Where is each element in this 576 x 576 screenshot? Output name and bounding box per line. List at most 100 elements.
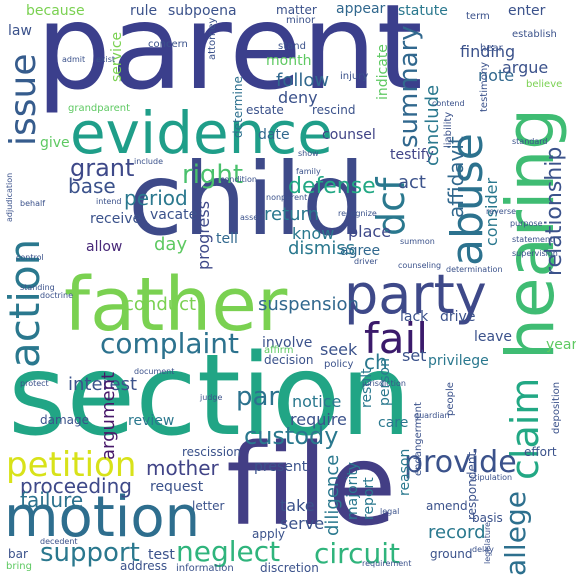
word-stipulation: stipulation xyxy=(470,473,513,482)
word-assert: assert xyxy=(240,213,265,222)
word-rescind: rescind xyxy=(312,103,356,117)
word-note: note xyxy=(478,66,515,85)
word-respondent: respondent xyxy=(465,451,479,520)
word-provide: provide xyxy=(404,445,517,480)
word-statement: statement xyxy=(512,235,554,244)
word-reason: reason xyxy=(397,448,413,496)
word-summon: summon xyxy=(400,237,435,246)
word-statute: statute xyxy=(398,3,448,19)
word-purpose: purpose xyxy=(510,219,543,228)
word-follow: follow xyxy=(276,70,330,91)
word-guardian: guardian xyxy=(414,411,450,420)
word-grant: grant xyxy=(70,154,135,182)
word-grandparent: grandparent xyxy=(68,103,131,114)
word-matter: matter xyxy=(276,3,317,17)
word-notice: notice xyxy=(292,392,342,411)
word-support: support xyxy=(40,538,140,568)
word-supervision: supervision xyxy=(512,249,558,258)
word-behalf: behalf xyxy=(20,199,46,208)
word-motion: motion xyxy=(4,485,201,550)
word-argument: argument xyxy=(98,371,119,460)
word-custody: custody xyxy=(244,422,339,450)
word-proceeding: proceeding xyxy=(20,474,132,498)
word-determine: determine xyxy=(231,76,245,138)
word-act: act xyxy=(398,172,426,193)
word-affidavit: affidavit xyxy=(444,136,468,218)
word-review: review xyxy=(128,413,175,429)
word-admit: admit xyxy=(62,55,86,64)
word-attorney: attorney xyxy=(207,17,218,60)
word-argue: argue xyxy=(502,58,549,77)
word-affirm: affirm xyxy=(264,345,294,356)
word-summary: summary xyxy=(394,25,424,148)
word-testify: testify xyxy=(390,147,434,163)
word-parent: parent xyxy=(36,0,423,116)
word-failure: failure xyxy=(20,488,84,512)
word-bar: bar xyxy=(8,547,28,561)
word-because: because xyxy=(26,3,85,19)
word-judge: judge xyxy=(200,393,223,402)
word-day: day xyxy=(154,234,188,255)
word-determination: determination xyxy=(446,265,503,274)
word-allow: allow xyxy=(86,239,123,255)
word-nonparent: nonparent xyxy=(266,193,308,202)
word-rescission: rescission xyxy=(182,445,242,459)
word-fail: fail xyxy=(364,314,428,363)
word-deny: deny xyxy=(278,88,318,107)
word-ground: ground xyxy=(430,547,473,561)
word-doctrine: doctrine xyxy=(40,291,74,300)
word-complaint: complaint xyxy=(100,327,240,360)
word-effort: effort xyxy=(524,445,557,459)
word-par: par xyxy=(236,382,280,412)
word-family: family xyxy=(296,167,321,176)
word-vacate: vacate xyxy=(150,207,198,223)
word-information: information xyxy=(176,563,234,574)
word-know: know xyxy=(292,224,335,243)
word-damage: damage xyxy=(40,413,90,427)
word-defense: defense xyxy=(288,174,376,199)
word-requirement: requirement xyxy=(362,559,412,568)
word-minor: minor xyxy=(286,15,316,26)
word-father: father xyxy=(64,262,288,348)
word-intend: intend xyxy=(96,197,122,206)
word-control: control xyxy=(16,253,44,262)
word-file: file xyxy=(226,421,397,551)
word-document: document xyxy=(134,367,175,376)
word-apply: apply xyxy=(252,527,286,541)
word-injury: injury xyxy=(340,71,369,82)
word-agree: agree xyxy=(340,243,381,259)
word-majority: majority xyxy=(345,461,361,520)
word-term: term xyxy=(466,11,490,22)
word-receive: receive xyxy=(90,211,142,227)
word-enter: enter xyxy=(508,3,546,19)
word-section: section xyxy=(8,331,412,461)
word-privilege: privilege xyxy=(428,353,489,369)
word-estate: estate xyxy=(246,103,284,117)
word-recognize: recognize xyxy=(338,209,377,218)
word-exist: exist xyxy=(96,55,116,64)
word-standing: standing xyxy=(20,283,55,292)
word-diligence: diligence xyxy=(322,454,343,536)
word-give: give xyxy=(40,135,70,151)
word-drive: drive xyxy=(440,309,476,325)
word-letter: letter xyxy=(192,499,225,513)
word-involve: involve xyxy=(262,335,313,351)
word-progress: progress xyxy=(194,200,213,270)
word-address: address xyxy=(120,559,168,573)
word-neglect: neglect xyxy=(176,535,281,568)
word-contend: contend xyxy=(432,99,465,108)
word-concern: concern xyxy=(148,39,188,50)
word-child: child xyxy=(128,141,366,258)
word-right: right xyxy=(182,160,244,190)
word-testimony: testimony xyxy=(479,61,490,112)
word-stand: stand xyxy=(278,41,306,52)
word-record: record xyxy=(428,522,486,543)
word-conclude: conclude xyxy=(422,84,443,166)
word-condition: condition xyxy=(220,175,257,184)
word-evidence: evidence xyxy=(70,99,333,167)
word-test: test xyxy=(148,547,175,563)
word-base: base xyxy=(68,174,116,198)
word-date: date xyxy=(258,127,290,143)
word-party: party xyxy=(344,263,487,326)
